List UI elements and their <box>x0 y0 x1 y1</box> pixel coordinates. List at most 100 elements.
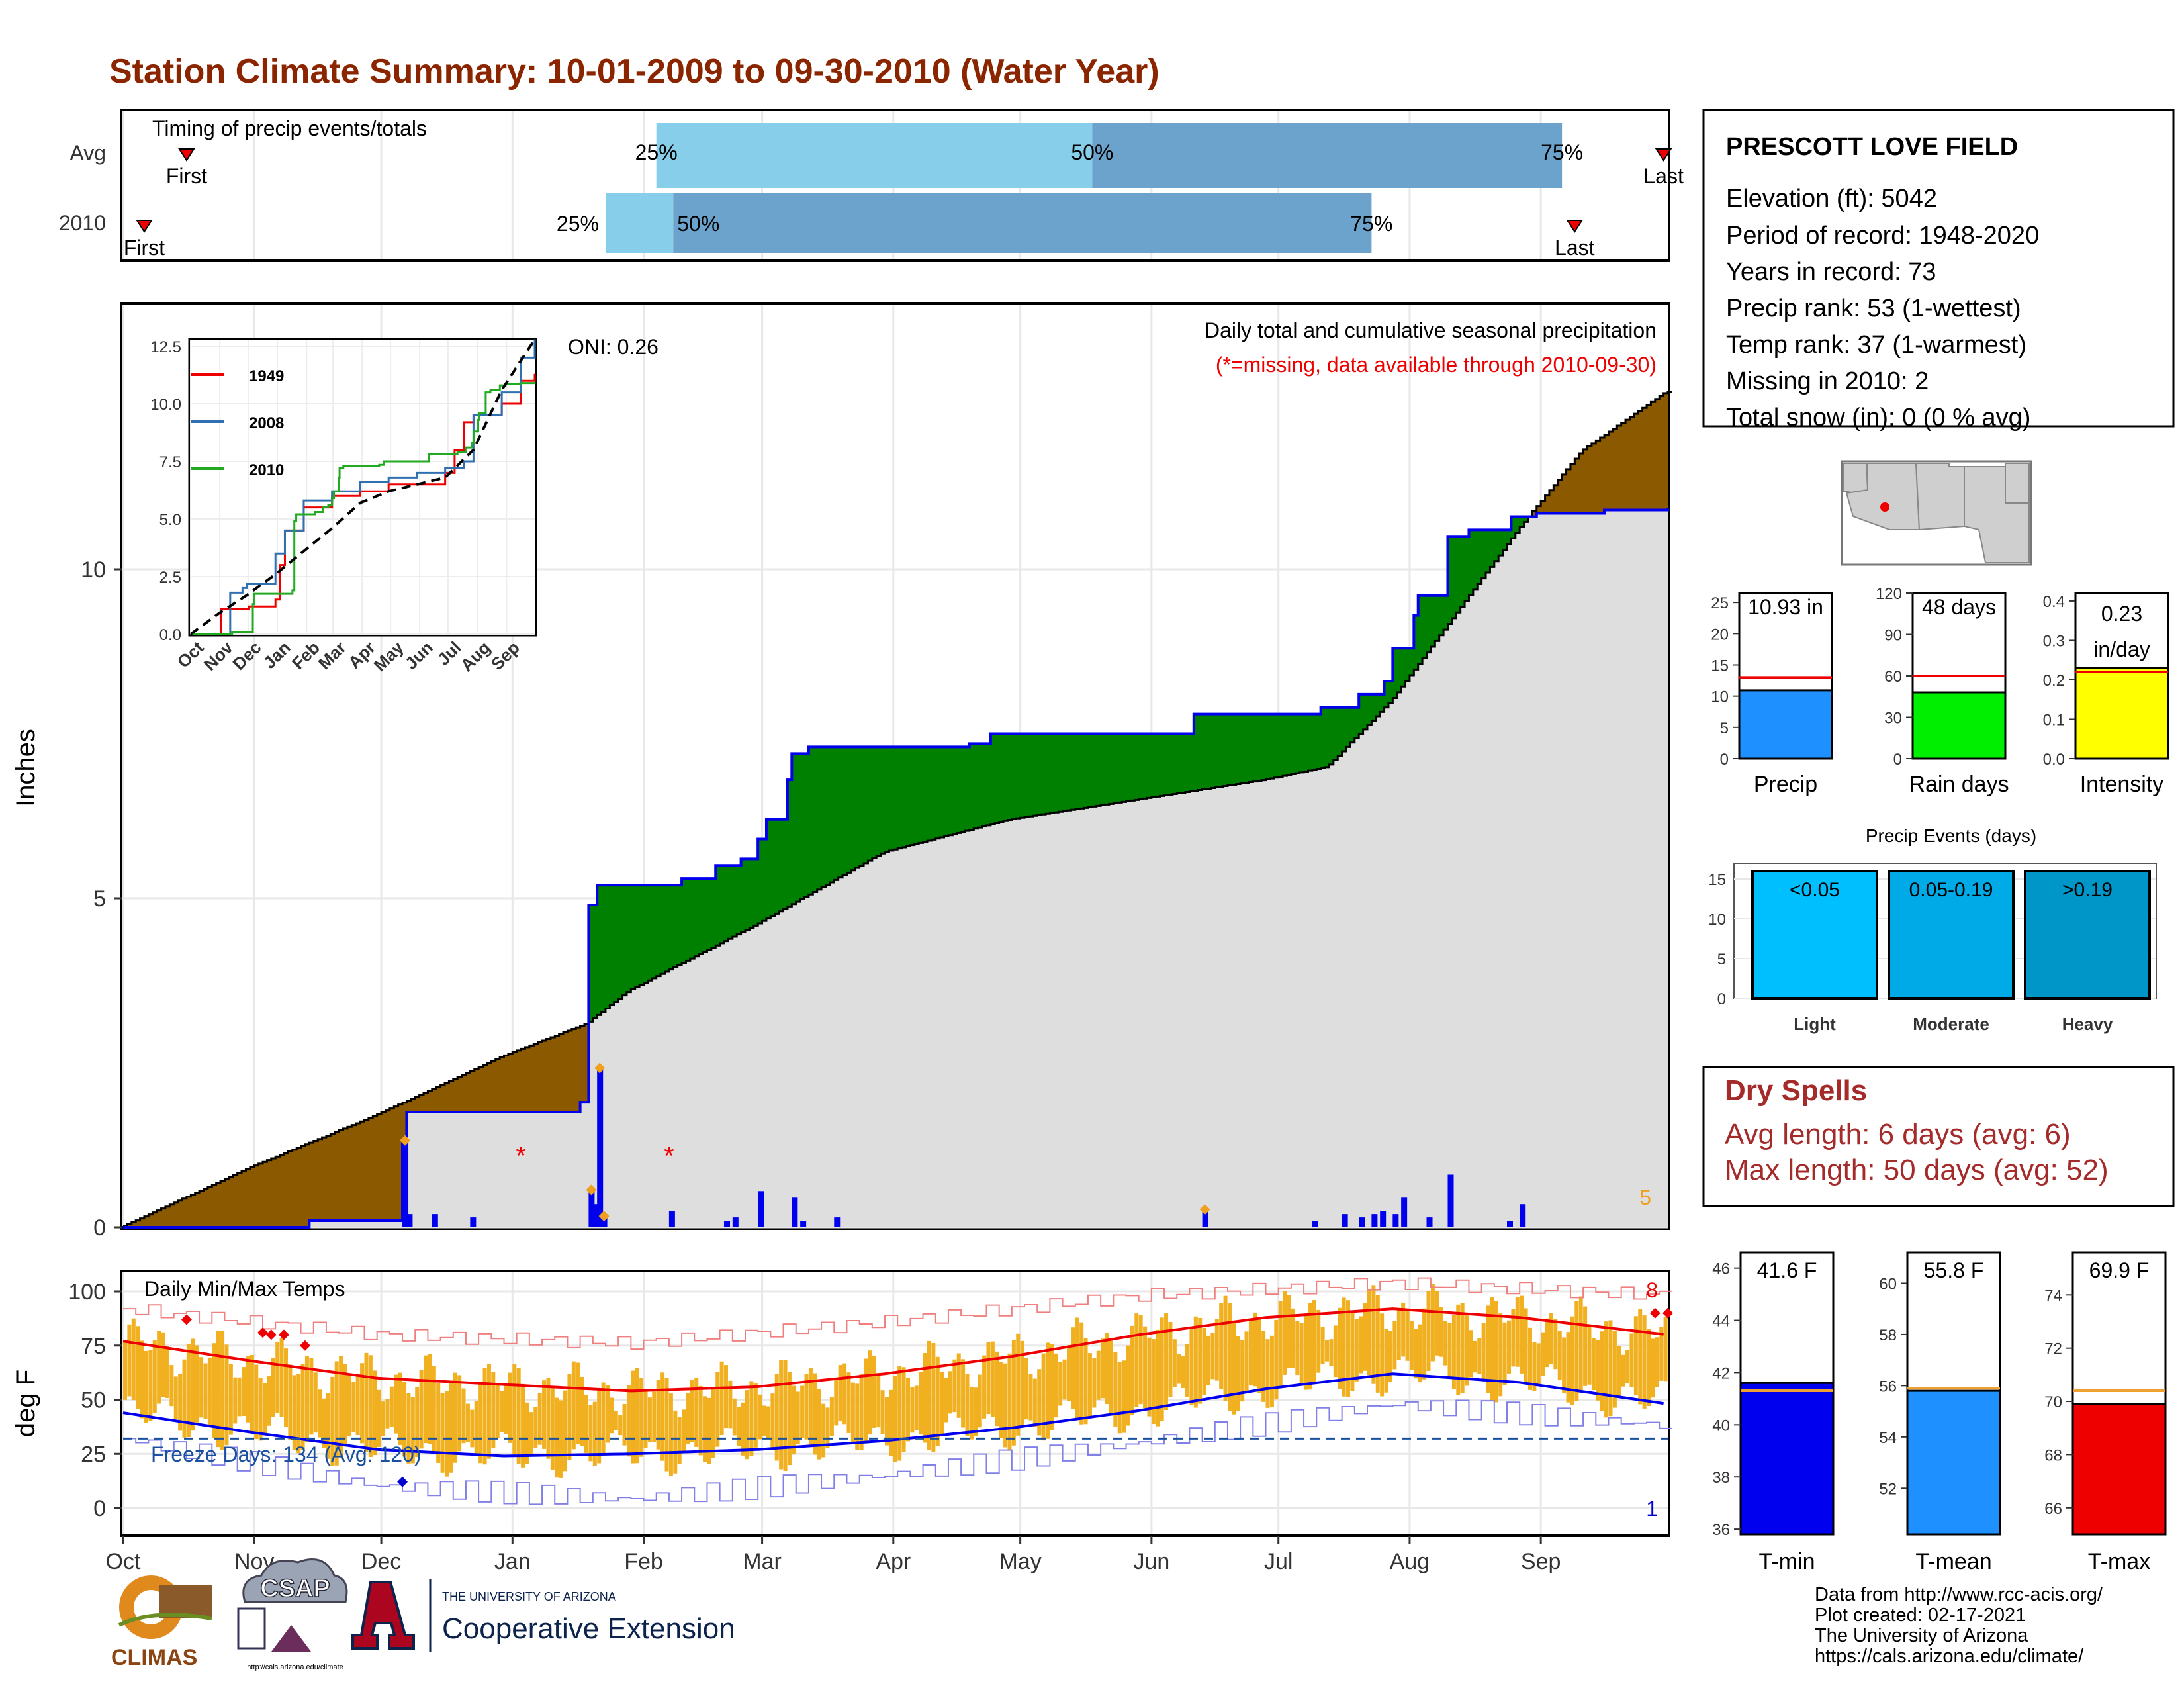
temp-y-tick-label: 75 <box>81 1334 106 1359</box>
precip-base-strip <box>1536 513 1541 1227</box>
daily-temp-range-bar <box>1524 1308 1528 1383</box>
precip-base-strip <box>1435 641 1440 1227</box>
timing-label: Timing of precip events/totals <box>152 117 427 140</box>
precip-deficit-strip <box>1570 463 1575 514</box>
precip-base-strip <box>584 1102 589 1227</box>
daily-temp-range-bar <box>440 1393 445 1473</box>
precip-deficit-strip <box>508 1053 513 1113</box>
daily-temp-range-bar <box>521 1383 525 1468</box>
temp-bar-tick-label: 74 <box>2044 1287 2062 1305</box>
daily-temp-range-bar <box>1134 1313 1139 1407</box>
daily-temp-range-bar <box>326 1393 330 1459</box>
record-high-marker <box>1649 1307 1661 1319</box>
precip-deficit-strip <box>495 1059 500 1113</box>
precip-subheader: (*=missing, data available through 2010-… <box>1216 353 1657 377</box>
daily-temp-range-bar <box>186 1344 191 1437</box>
temp-bar-tick-label: 36 <box>1712 1521 1730 1539</box>
precip-deficit-strip <box>580 1025 585 1103</box>
precip-base-strip <box>885 851 890 1227</box>
precip-surplus-strip <box>783 819 788 910</box>
daily-temp-range-bar <box>246 1356 250 1423</box>
precip-surplus-strip <box>1071 733 1076 810</box>
precip-deficit-strip <box>1600 437 1605 514</box>
dry-spells-box: Dry Spells Avg length: 6 days (avg: 6) M… <box>1702 1066 2175 1207</box>
precip-surplus-strip <box>592 904 598 1019</box>
precip-surplus-strip <box>1354 707 1359 739</box>
precip-deficit-strip <box>1604 434 1610 510</box>
daily-temp-range-bar <box>542 1380 547 1449</box>
precip-base-strip <box>1248 782 1253 1227</box>
precip-deficit-strip <box>1608 432 1614 510</box>
mini-chart-value: 10.93 in <box>1748 595 1823 619</box>
precip-base-strip <box>330 1221 336 1227</box>
precip-base-strip <box>969 829 974 1227</box>
precip-surplus-strip <box>1138 733 1144 800</box>
csap-url-text: http://cals.arizona.edu/climate <box>247 1664 343 1671</box>
daily-temp-range-bar <box>808 1367 813 1447</box>
daily-temp-range-bar <box>1562 1337 1567 1393</box>
precip-surplus-strip <box>1164 733 1169 796</box>
precip-base-strip <box>758 923 763 1227</box>
inset-y-tick-label: 12.5 <box>150 338 181 356</box>
precip-deficit-strip <box>1536 506 1541 514</box>
mini-chart-value-line2: in/day <box>2093 637 2150 661</box>
precip-surplus-strip <box>817 747 822 890</box>
precip-surplus-strip <box>1083 733 1089 808</box>
precip-base-strip <box>512 1112 518 1227</box>
daily-temp-range-bar <box>876 1373 881 1428</box>
daily-temp-range-bar <box>195 1345 199 1423</box>
daily-temp-range-bar <box>1214 1319 1219 1381</box>
precip-base-strip <box>385 1221 390 1227</box>
precip-base-strip <box>1380 712 1385 1227</box>
daily-temp-range-bar <box>233 1377 238 1424</box>
daily-temp-range-bar <box>398 1372 402 1445</box>
precip-base-strip <box>1570 513 1575 1227</box>
temp-bar-label: T-mean <box>1915 1549 1991 1574</box>
precip-surplus-strip <box>762 839 767 921</box>
precip-base-strip <box>470 1112 475 1227</box>
daily-temp-range-bar <box>1617 1346 1621 1397</box>
precip-deficit-strip <box>216 1182 221 1227</box>
daily-temp-range-bar <box>656 1380 660 1450</box>
precip-surplus-strip <box>1325 707 1330 767</box>
precip-surplus-strip <box>779 819 784 912</box>
precip-surplus-strip <box>588 904 594 1022</box>
precip-deficit-strip <box>1562 474 1567 514</box>
daily-temp-range-bar <box>1638 1309 1643 1405</box>
precip-base-strip <box>1562 513 1567 1227</box>
precip-deficit-strip <box>449 1080 454 1113</box>
daily-temp-range-bar <box>834 1379 839 1426</box>
precip-base-strip <box>1574 513 1580 1227</box>
precip-deficit-strip <box>267 1160 272 1227</box>
precip-base-strip <box>1126 801 1131 1227</box>
mini-chart-value-line1: 0.23 <box>2101 602 2142 626</box>
precip-deficit-strip <box>250 1167 255 1227</box>
precip-base-strip <box>610 1005 615 1227</box>
daily-temp-range-bar <box>864 1358 868 1444</box>
daily-temp-range-bar <box>224 1344 229 1446</box>
precip-base-strip <box>368 1221 373 1227</box>
daily-temp-range-bar <box>283 1348 288 1427</box>
precip-surplus-strip <box>893 747 898 850</box>
precip-surplus-strip <box>1439 595 1444 635</box>
precip-base-strip <box>1367 725 1372 1227</box>
daily-temp-range-bar <box>318 1389 322 1438</box>
daily-temp-range-bar <box>368 1355 373 1458</box>
daily-temp-range-bar <box>901 1367 906 1452</box>
precip-deficit-strip <box>157 1210 162 1227</box>
record-low-line <box>123 1399 1672 1505</box>
temp-bar-label: T-max <box>2088 1549 2150 1574</box>
precip-deficit-strip <box>546 1039 551 1113</box>
daily-temp-range-bar <box>1236 1336 1240 1411</box>
daily-temp-range-bar <box>576 1362 580 1444</box>
inset-y-tick-label: 2.5 <box>159 569 181 586</box>
precip-surplus-strip <box>719 865 725 943</box>
precip-base-strip <box>1011 819 1017 1227</box>
daily-temp-range-bar <box>635 1368 639 1464</box>
daily-temp-range-bar <box>334 1361 339 1466</box>
precip-base-strip <box>1354 738 1359 1227</box>
precip-deficit-strip <box>182 1198 187 1227</box>
daily-temp-range-bar <box>453 1372 457 1463</box>
daily-temp-range-bar <box>516 1368 521 1464</box>
inset-y-tick-label: 10.0 <box>150 396 181 414</box>
